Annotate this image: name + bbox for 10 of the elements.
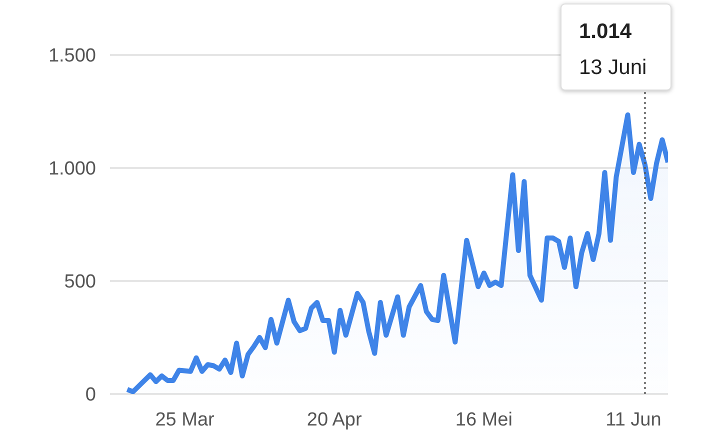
x-tick-label: 20 Apr — [306, 409, 362, 430]
x-tick-label: 11 Jun — [606, 409, 662, 430]
tooltip-card: 1.014 13 Juni — [560, 4, 672, 90]
y-tick-label: 0 — [85, 384, 96, 406]
x-tick-label: 16 Mei — [455, 409, 512, 430]
x-tick-label: 25 Mar — [155, 409, 216, 430]
annotation: 13 Juni — [578, 56, 647, 79]
y-tick-label: 1.000 — [48, 158, 96, 180]
y-tick-label: 1.500 — [48, 46, 96, 67]
y-tick-label: 500 — [64, 272, 96, 293]
